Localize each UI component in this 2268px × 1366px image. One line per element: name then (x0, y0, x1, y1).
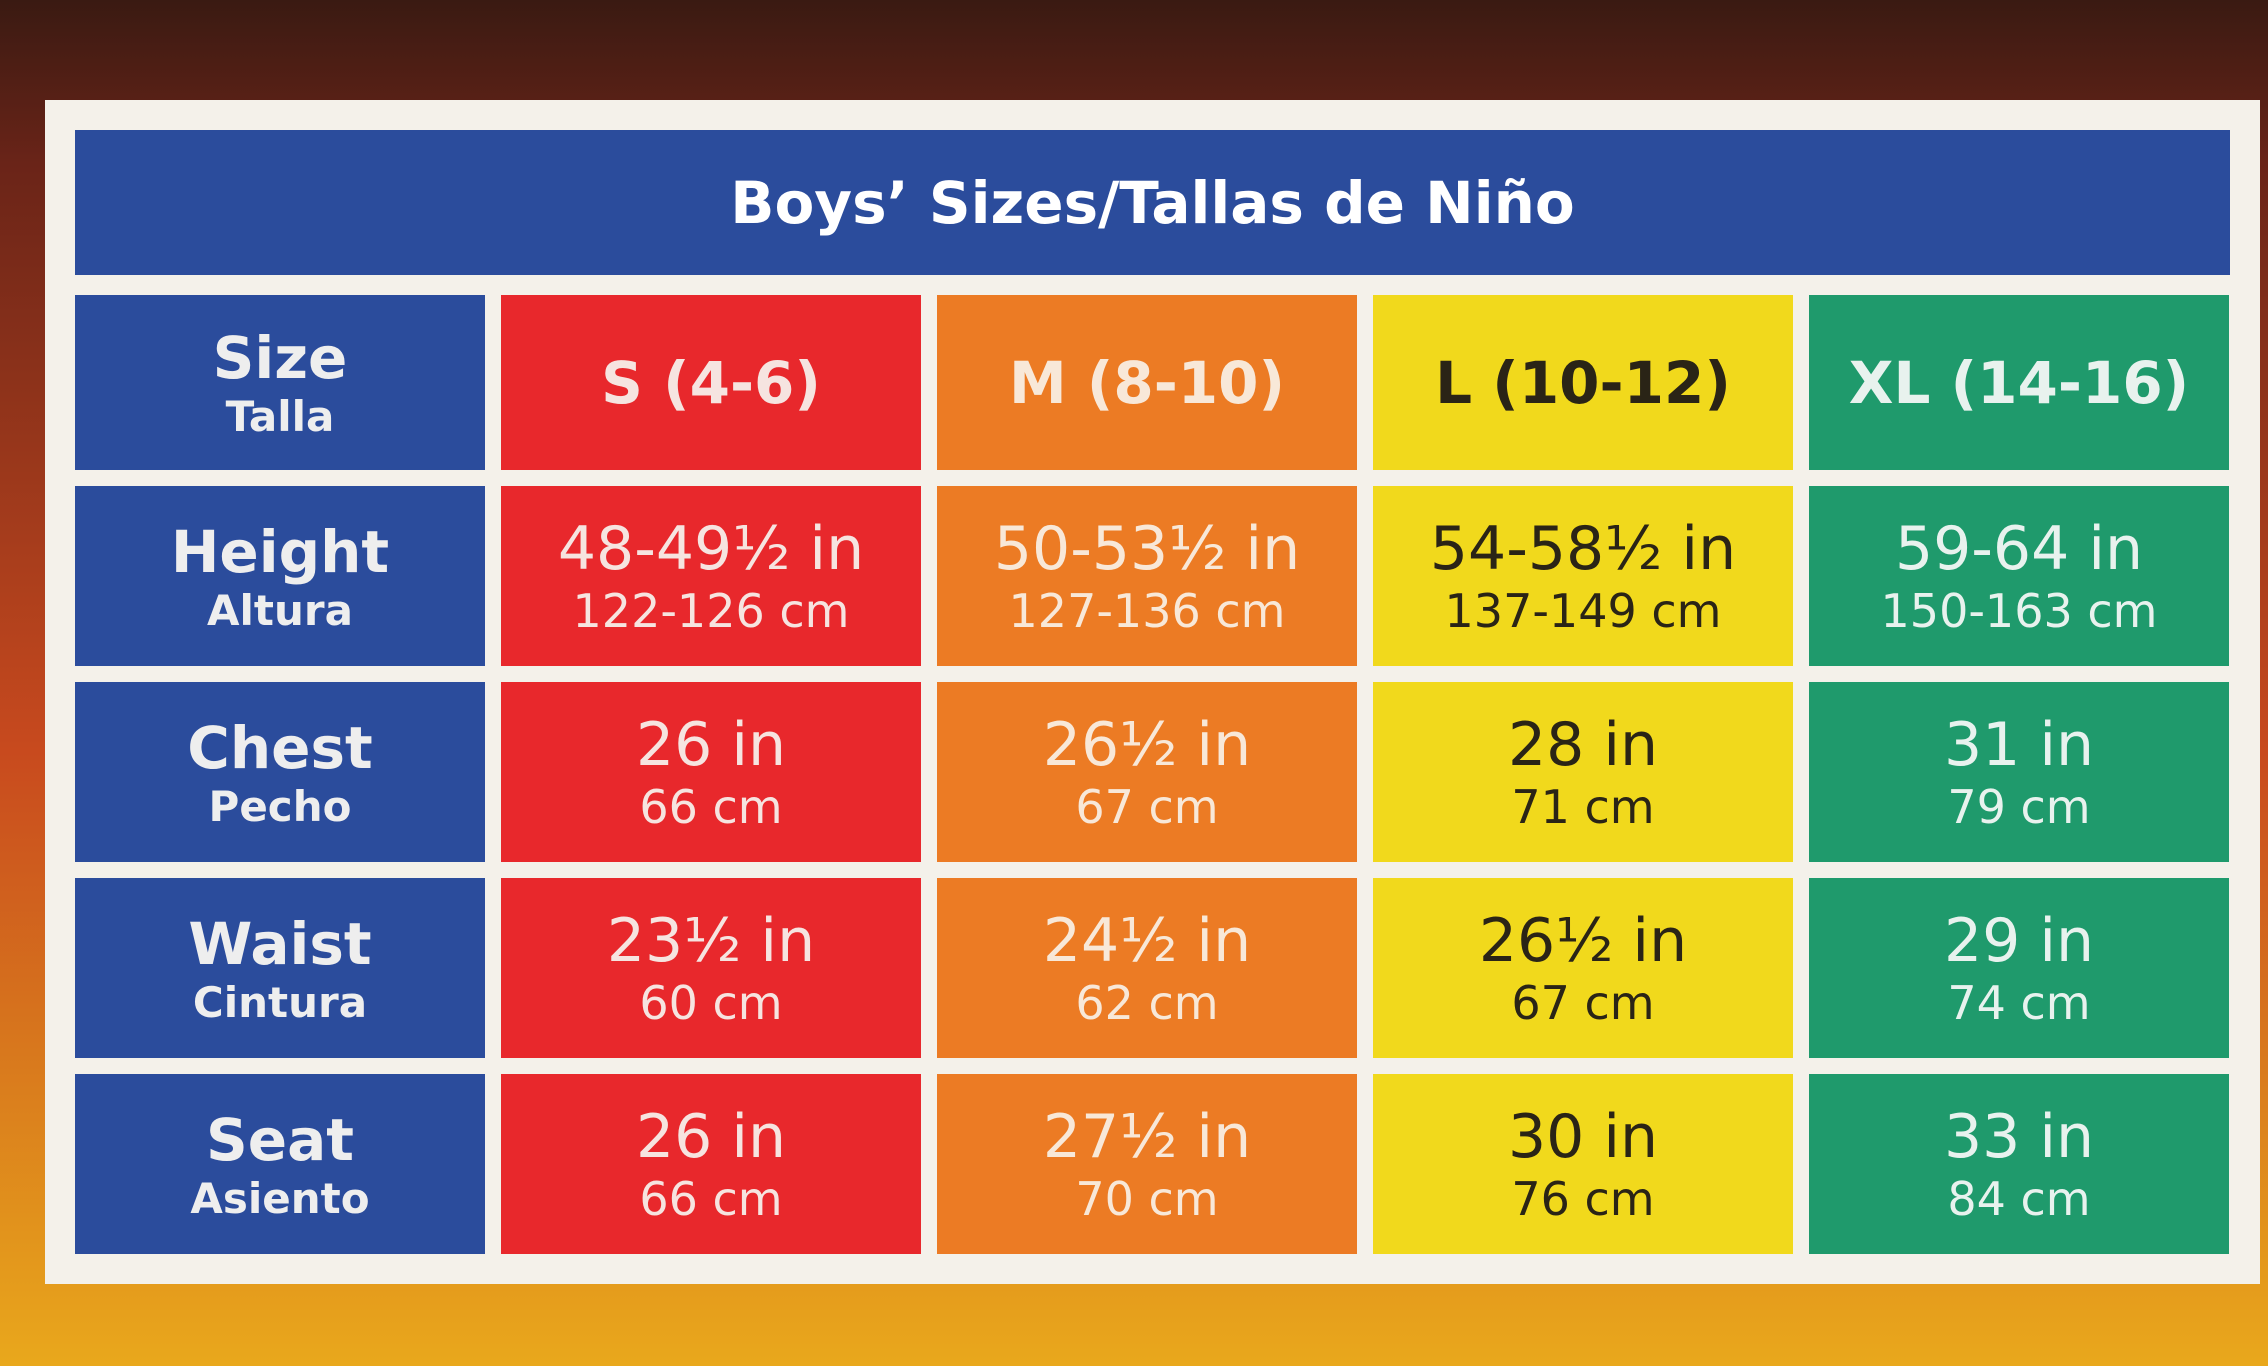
centimeters: 67 cm (1511, 976, 1655, 1030)
column-header: M (8-10) (937, 295, 1357, 470)
centimeters: 150-163 cm (1880, 584, 2158, 638)
inches: 59-64 in (1894, 514, 2144, 584)
centimeters: 60 cm (639, 976, 783, 1030)
row-label: Chest Pecho (75, 682, 485, 862)
centimeters: 122-126 cm (572, 584, 850, 638)
column-header-text: L (10-12) (1435, 348, 1731, 417)
size-cell: 33 in 84 cm (1809, 1074, 2229, 1254)
size-cell: 31 in 79 cm (1809, 682, 2229, 862)
size-cell: 26½ in 67 cm (1373, 878, 1793, 1058)
size-cell: 30 in 76 cm (1373, 1074, 1793, 1254)
size-cell: 54-58½ in 137-149 cm (1373, 486, 1793, 666)
row-label-es: Altura (207, 585, 353, 635)
inches: 26½ in (1478, 906, 1688, 976)
inches: 48-49½ in (557, 514, 865, 584)
corner-header: Size Talla (75, 295, 485, 470)
centimeters: 66 cm (639, 1172, 783, 1226)
centimeters: 76 cm (1511, 1172, 1655, 1226)
row-label: Height Altura (75, 486, 485, 666)
row-label: Waist Cintura (75, 878, 485, 1058)
size-table: Size Talla S (4-6) M (8-10) L (10-12) XL (14-… (75, 295, 2230, 1254)
size-cell: 23½ in 60 cm (501, 878, 921, 1058)
row-label-text: Waist (188, 909, 372, 978)
row-label-text: Seat (206, 1105, 354, 1174)
inches: 29 in (1943, 906, 2095, 976)
row-label-es: Asiento (190, 1173, 370, 1223)
size-cell: 59-64 in 150-163 cm (1809, 486, 2229, 666)
inches: 30 in (1507, 1102, 1659, 1172)
row-label-es: Pecho (208, 781, 352, 831)
size-cell: 48-49½ in 122-126 cm (501, 486, 921, 666)
column-header: XL (14-16) (1809, 295, 2229, 470)
size-cell: 26 in 66 cm (501, 1074, 921, 1254)
inches: 28 in (1507, 710, 1659, 780)
size-cell: 26 in 66 cm (501, 682, 921, 862)
size-cell: 24½ in 62 cm (937, 878, 1357, 1058)
column-header: S (4-6) (501, 295, 921, 470)
centimeters: 71 cm (1511, 780, 1655, 834)
inches: 50-53½ in (993, 514, 1301, 584)
column-header-text: M (8-10) (1008, 348, 1286, 417)
centimeters: 84 cm (1947, 1172, 2091, 1226)
size-cell: 29 in 74 cm (1809, 878, 2229, 1058)
title: Boys’ Sizes/Tallas de Niño (75, 130, 2230, 275)
size-cell: 27½ in 70 cm (937, 1074, 1357, 1254)
inches: 31 in (1943, 710, 2095, 780)
size-cell: 50-53½ in 127-136 cm (937, 486, 1357, 666)
centimeters: 66 cm (639, 780, 783, 834)
inches: 26 in (635, 710, 787, 780)
centimeters: 62 cm (1075, 976, 1219, 1030)
row-label-text: Height (170, 517, 390, 586)
inches: 26½ in (1042, 710, 1252, 780)
column-header-text: XL (14-16) (1848, 348, 2190, 417)
column-header: L (10-12) (1373, 295, 1793, 470)
header-label: Size (212, 324, 348, 392)
centimeters: 70 cm (1075, 1172, 1219, 1226)
inches: 54-58½ in (1429, 514, 1737, 584)
centimeters: 127-136 cm (1008, 584, 1286, 638)
centimeters: 74 cm (1947, 976, 2091, 1030)
inches: 24½ in (1042, 906, 1252, 976)
row-label-text: Chest (187, 713, 373, 782)
centimeters: 67 cm (1075, 780, 1219, 834)
size-cell: 28 in 71 cm (1373, 682, 1793, 862)
row-label-es: Cintura (192, 977, 368, 1027)
size-chart: Boys’ Sizes/Tallas de Niño Size Talla S (4… (45, 100, 2260, 1284)
centimeters: 137-149 cm (1444, 584, 1722, 638)
inches: 27½ in (1042, 1102, 1252, 1172)
centimeters: 79 cm (1947, 780, 2091, 834)
size-cell: 26½ in 67 cm (937, 682, 1357, 862)
column-header-text: S (4-6) (601, 348, 821, 417)
inches: 26 in (635, 1102, 787, 1172)
inches: 33 in (1943, 1102, 2095, 1172)
inches: 23½ in (606, 906, 816, 976)
row-label: Seat Asiento (75, 1074, 485, 1254)
header-label-es: Talla (225, 392, 335, 441)
